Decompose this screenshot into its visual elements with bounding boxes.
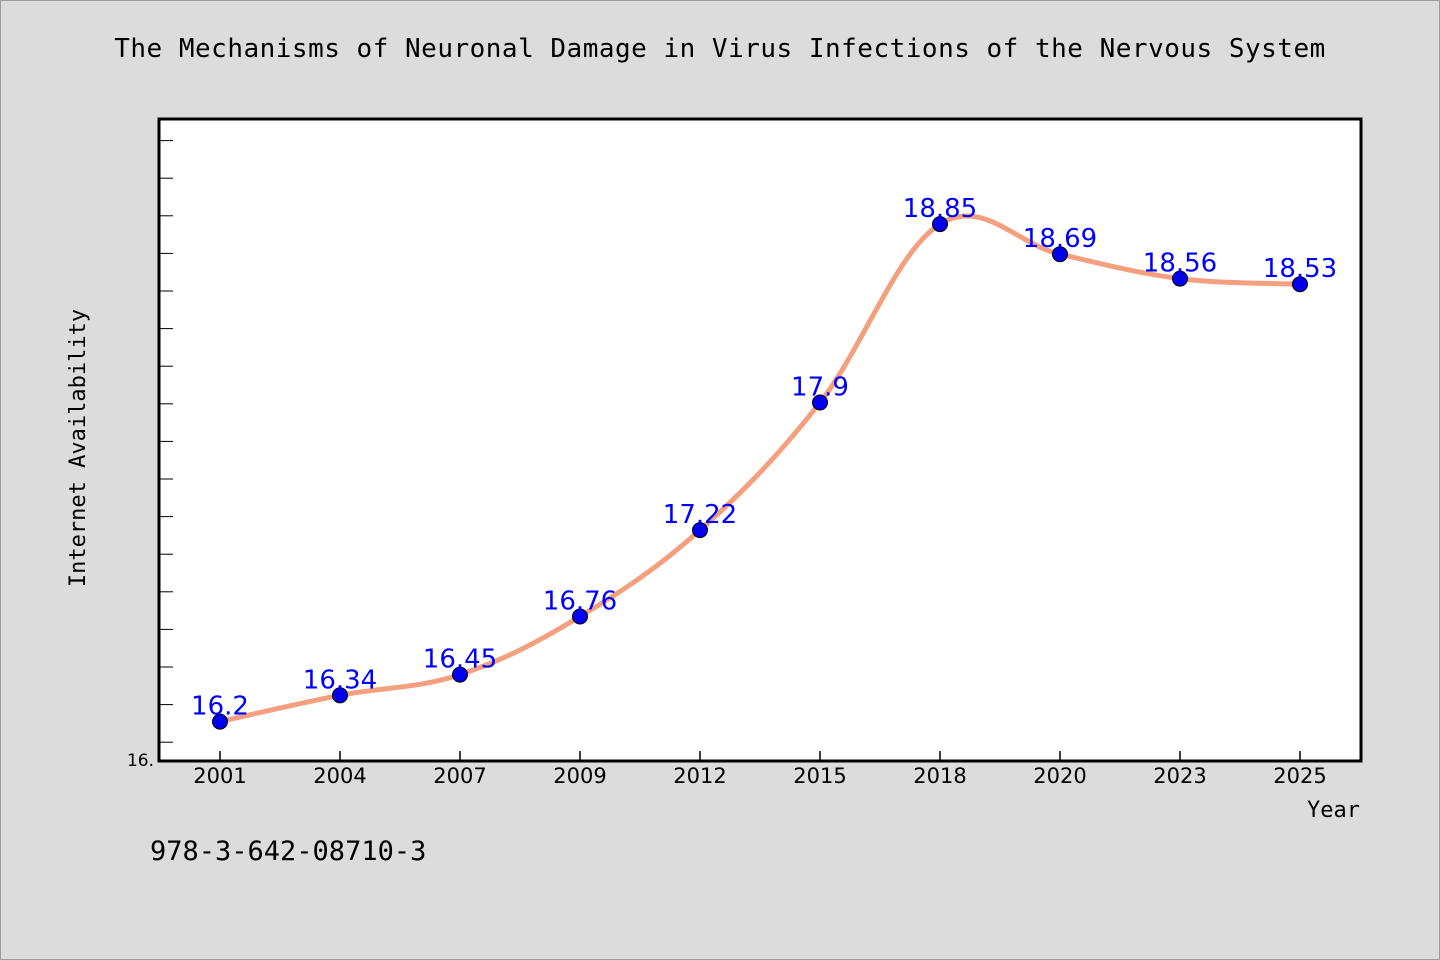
x-tick-label: 2015: [793, 764, 846, 788]
isbn-footer: 978-3-642-08710-3: [150, 836, 427, 867]
data-label: 17.9: [791, 373, 849, 403]
x-tick-label: 2007: [433, 764, 486, 788]
x-tick-label: 2025: [1273, 764, 1326, 788]
data-point: [812, 394, 828, 411]
x-tick-label: 2004: [313, 764, 366, 788]
data-label: 16.34: [303, 665, 377, 695]
x-tick-label: 2009: [553, 764, 606, 788]
x-tick-label: 2020: [1033, 764, 1086, 788]
chart-title: The Mechanisms of Neuronal Damage in Vir…: [114, 34, 1326, 64]
data-label: 18.85: [903, 194, 977, 224]
data-label: 16.76: [543, 587, 617, 617]
x-tick-label: 2012: [673, 764, 726, 788]
data-point: [1292, 276, 1308, 293]
data-point: [332, 687, 348, 704]
data-label: 16.2: [191, 692, 249, 722]
data-label: 18.56: [1143, 249, 1217, 279]
series-markers: [212, 216, 1308, 730]
y-axis-label: Internet Availability: [66, 309, 91, 587]
x-axis-ticks: 2001 2004 2007 2009 2012 2015 2018 2020 2023 2025: [193, 751, 1327, 788]
data-point: [212, 713, 228, 730]
data-point: [692, 522, 708, 539]
y-axis-min-label: 16.: [127, 751, 154, 771]
data-label: 17.22: [663, 500, 737, 530]
data-label: 18.53: [1263, 254, 1337, 284]
data-label: 18.69: [1023, 224, 1097, 254]
data-point: [572, 608, 588, 625]
data-point: [452, 666, 468, 683]
x-tick-label: 2023: [1153, 764, 1206, 788]
series-line: [217, 213, 1303, 725]
x-axis-label: Year: [1307, 798, 1360, 823]
x-tick-label: 2001: [193, 764, 246, 788]
data-point: [932, 216, 948, 233]
x-tick-label: 2018: [913, 764, 966, 788]
data-point: [1052, 246, 1068, 263]
plot-area: [157, 117, 1363, 763]
data-point: [1172, 270, 1188, 287]
data-label: 16.45: [423, 645, 497, 675]
y-axis-ticks: [159, 140, 173, 743]
data-labels: 16.2 16.34 16.45 16.76 17.22 17.9 18.85 18.69 18…: [191, 194, 1337, 722]
